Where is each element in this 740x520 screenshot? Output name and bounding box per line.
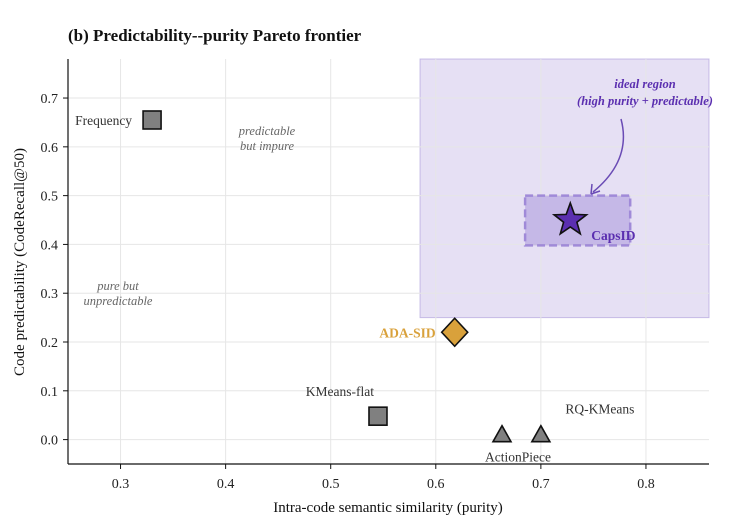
point-labels: Frequency KMeans-flat ADA-SID ActionPiece RQ… [75, 113, 636, 465]
x-tick-label: 0.5 [322, 477, 340, 492]
x-tick-label: 0.7 [532, 477, 550, 492]
ada-sid-marker [440, 317, 469, 348]
ideal-region-shading [419, 58, 710, 319]
predictable-impure-label-line2: but impure [240, 139, 294, 153]
actionpiece-marker [491, 424, 513, 443]
kmeans-flat-label: KMeans-flat [306, 384, 374, 399]
actionpiece-label: ActionPiece [485, 450, 551, 465]
frequency-label: Frequency [75, 113, 132, 128]
data-points [142, 110, 589, 443]
x-tick-label: 0.4 [217, 477, 235, 492]
y-tick-label: 0.2 [41, 336, 59, 351]
grid-lines [68, 59, 709, 464]
y-tick-label: 0.3 [41, 287, 59, 302]
x-tick-label: 0.3 [112, 477, 130, 492]
rq-kmeans-marker [530, 424, 552, 443]
ideal-region-label-line1: ideal region [614, 77, 676, 91]
rq-kmeans-label: RQ-KMeans [565, 402, 634, 417]
ideal-region-label-line2: (high purity + predictable) [577, 94, 713, 108]
ada-sid-label: ADA-SID [379, 325, 436, 340]
y-axis-label: Code predictability (CodeRecall@50) [12, 148, 28, 376]
predictable-impure-label-line1: predictable [238, 124, 296, 138]
y-tick-label: 0.0 [41, 434, 59, 449]
y-tick-label: 0.6 [41, 141, 59, 156]
x-axis-label: Intra-code semantic similarity (purity) [273, 500, 503, 516]
kmeans-flat-marker [368, 406, 388, 426]
x-tick-label: 0.8 [637, 477, 655, 492]
pure-unpredictable-label-line2: unpredictable [84, 294, 153, 308]
y-tick-label: 0.1 [41, 385, 59, 400]
y-tick-label: 0.4 [41, 238, 59, 253]
y-tick-label: 0.7 [41, 92, 59, 107]
x-tick-label: 0.6 [427, 477, 445, 492]
frequency-marker [142, 110, 162, 130]
capsid-label: CapsID [591, 228, 636, 243]
pure-unpredictable-label-line1: pure but [96, 279, 139, 293]
capsid-marker [551, 200, 589, 236]
x-ticks: 0.3 0.4 0.5 0.6 0.7 0.8 [112, 464, 655, 492]
ideal-region-arrow [592, 118, 625, 193]
y-ticks: 0.0 0.1 0.2 0.3 0.4 0.5 0.6 0.7 [41, 92, 68, 449]
chart-title: (b) Predictability--purity Pareto fronti… [68, 26, 362, 45]
y-tick-label: 0.5 [41, 190, 59, 205]
ideal-region-arrowhead [590, 183, 601, 195]
